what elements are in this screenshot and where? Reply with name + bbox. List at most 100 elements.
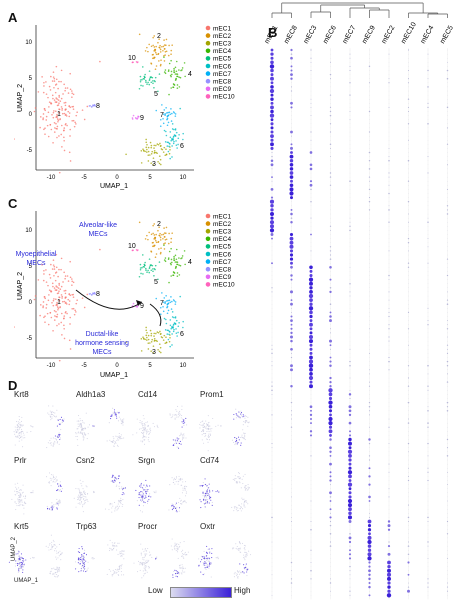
dot: [291, 447, 292, 448]
cell-point: [151, 242, 154, 244]
cell-point: [63, 317, 65, 320]
feature-cell: [202, 498, 205, 500]
dot: [447, 156, 448, 157]
dot: [349, 533, 351, 535]
cell-point: [45, 115, 48, 118]
dot: [329, 496, 332, 498]
dot: [447, 414, 448, 416]
dot: [310, 213, 312, 215]
dot: [388, 467, 390, 469]
cell-point: [64, 289, 67, 292]
dot: [427, 213, 429, 215]
cell-point: [170, 53, 172, 55]
feature-cell: [18, 560, 20, 562]
feature-cell: [52, 572, 54, 575]
cell-point: [141, 266, 143, 269]
dot: [407, 553, 410, 556]
feature-cell: [83, 559, 85, 561]
dot: [310, 258, 312, 260]
dot: [290, 319, 293, 322]
feature-cell: [206, 563, 208, 565]
feature-cell: [199, 427, 201, 429]
dot: [369, 57, 370, 59]
feature-cell: [245, 420, 247, 422]
dot: [447, 517, 448, 518]
feature-cell: [185, 417, 187, 420]
cell-point: [60, 257, 63, 260]
feature-cell: [23, 434, 25, 436]
dot: [447, 484, 448, 486]
cell-point: [53, 274, 55, 277]
cell-point: [168, 62, 171, 65]
cell-point: [71, 307, 73, 310]
feature-cell: [144, 568, 147, 570]
dot: [447, 201, 448, 202]
dot: [408, 139, 409, 141]
feature-cell: [78, 423, 80, 425]
feature-cell: [246, 554, 248, 556]
dot: [369, 49, 370, 51]
feature-cell: [87, 567, 89, 569]
cell-point: [174, 267, 177, 269]
dot: [387, 564, 391, 569]
cell-point: [52, 97, 54, 100]
dot: [407, 561, 410, 564]
feature-cell: [204, 484, 206, 486]
cell-point: [75, 114, 78, 117]
dot: [408, 353, 409, 354]
cell-point: [71, 280, 74, 283]
dot: [408, 398, 409, 399]
cell-point: [81, 297, 84, 299]
cell-point: [159, 125, 162, 128]
cell-point: [53, 287, 56, 289]
feature-cell: [208, 439, 211, 441]
feature-cell: [13, 431, 15, 433]
feature-cell: [122, 492, 124, 494]
dot: [349, 57, 351, 59]
cell-point: [57, 87, 59, 90]
feature-cell: [78, 551, 81, 554]
feature-cell: [47, 442, 49, 444]
cell-point: [53, 319, 56, 321]
dot: [388, 549, 390, 551]
dot: [349, 74, 351, 75]
dot: [310, 496, 312, 498]
feature-cell: [247, 483, 249, 486]
cell-point: [168, 250, 171, 253]
feature-cell: [207, 415, 209, 417]
feature-cell: [118, 566, 120, 568]
feature-cell: [209, 491, 211, 493]
feature-cell: [116, 438, 119, 440]
dot: [349, 364, 351, 367]
dot: [446, 520, 449, 523]
cell-point: [163, 227, 165, 229]
cell-point: [44, 297, 47, 300]
cell-point: [173, 83, 175, 86]
feature-cell: [80, 501, 83, 503]
cell-point: [161, 104, 163, 106]
feature-cell: [116, 549, 118, 551]
feature-cell: [46, 507, 49, 509]
dot: [369, 492, 370, 494]
feature-cell: [139, 569, 141, 571]
dot: [427, 353, 429, 354]
feature-cell: [118, 411, 120, 413]
cell-point: [153, 244, 156, 247]
dot: [271, 516, 273, 519]
feature-cell: [81, 561, 83, 563]
column-header: mEC4: [420, 25, 436, 45]
cell-point: [175, 60, 178, 63]
feature-cell: [207, 492, 209, 495]
cell-point: [162, 122, 165, 125]
cell-point: [68, 300, 71, 302]
umap-clusters: [14, 221, 186, 362]
feature-cell: [204, 559, 206, 561]
feature-cell: [78, 547, 80, 550]
cell-point: [175, 144, 178, 147]
dot: [427, 516, 429, 519]
feature-cell: [202, 429, 205, 431]
feature-cell: [80, 493, 82, 495]
feature-cell: [116, 509, 118, 511]
feature-cell: [244, 415, 247, 417]
cluster-label: 8: [96, 291, 100, 298]
